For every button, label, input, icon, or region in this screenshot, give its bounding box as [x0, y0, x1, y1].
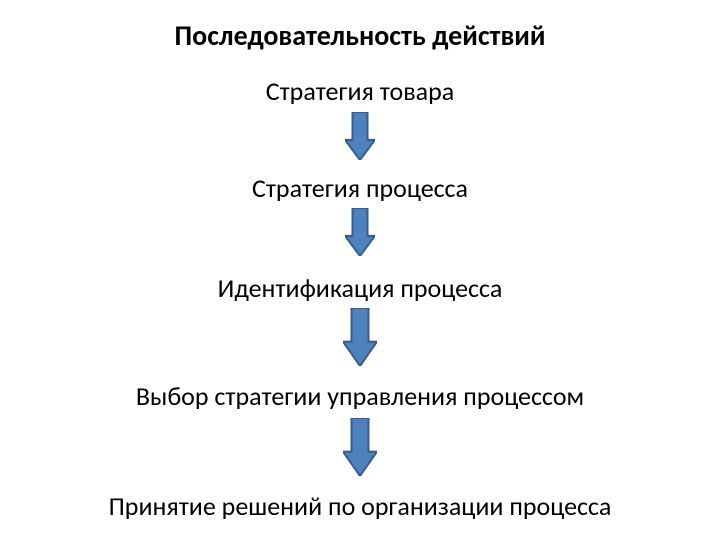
arrow-4: [343, 418, 377, 481]
arrow-2: [345, 208, 375, 261]
arrow-3: [343, 308, 377, 371]
step-2: Стратегия процесса: [0, 172, 720, 204]
diagram-title: Последовательность действий: [0, 18, 720, 53]
step-5: Принятие решений по организации процесса: [0, 490, 720, 522]
step-3: Идентификация процесса: [0, 272, 720, 304]
step-4: Выбор стратегии управления процессом: [0, 380, 720, 412]
step-1: Стратегия товара: [0, 75, 720, 107]
arrow-1: [345, 112, 375, 165]
